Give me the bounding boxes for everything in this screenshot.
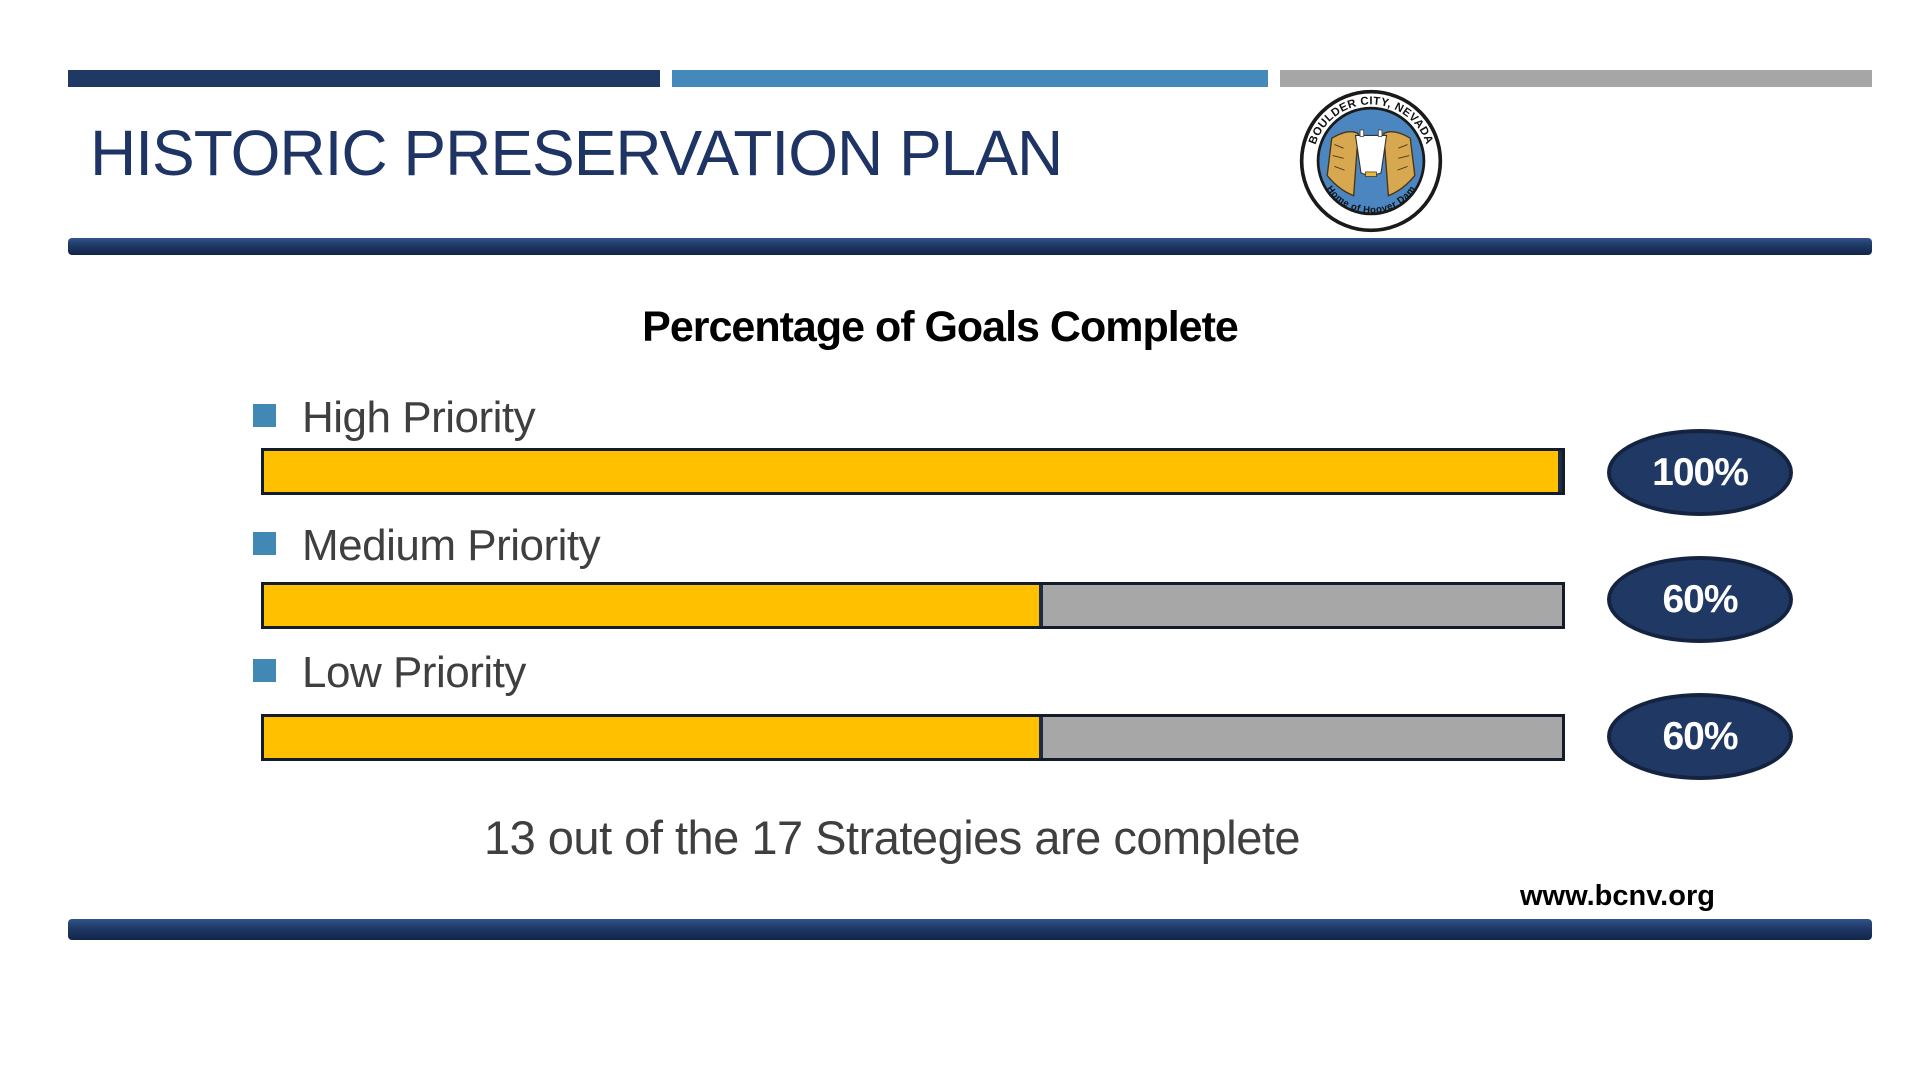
canyon-left bbox=[1326, 131, 1359, 197]
powerplant bbox=[1365, 171, 1377, 177]
category-label-low-priority: Low Priority bbox=[253, 648, 526, 698]
progress-fill bbox=[264, 585, 1043, 626]
category-label-medium-priority: Medium Priority bbox=[253, 521, 601, 571]
category-label-text: Low Priority bbox=[302, 648, 526, 697]
hoover-dam bbox=[1354, 134, 1388, 176]
top-bar-gray bbox=[1280, 70, 1872, 87]
strategies-summary-note: 13 out of the 17 Strategies are complete bbox=[483, 811, 1301, 864]
footer-divider-rule bbox=[68, 919, 1872, 940]
value-badge-high-priority: 100% bbox=[1607, 429, 1793, 516]
progress-bar-medium-priority bbox=[261, 582, 1565, 629]
category-label-high-priority: High Priority bbox=[253, 393, 536, 443]
category-label-text: Medium Priority bbox=[302, 521, 601, 570]
progress-bar-low-priority bbox=[261, 714, 1565, 761]
category-label-text: High Priority bbox=[302, 393, 536, 442]
value-badge-medium-priority: 60% bbox=[1607, 556, 1793, 643]
canyon-right bbox=[1383, 131, 1416, 197]
square-bullet-icon bbox=[253, 658, 276, 682]
top-bar-blue bbox=[672, 70, 1268, 87]
boulder-city-seal-logo: BOULDER CITY, NEVADA Home of Hoover Dam bbox=[1299, 89, 1443, 233]
progress-fill bbox=[264, 717, 1043, 758]
chart-title: Percentage of Goals Complete bbox=[642, 303, 1239, 351]
progress-fill bbox=[264, 451, 1562, 492]
website-url: www.bcnv.org bbox=[1520, 880, 1715, 912]
value-badge-low-priority: 60% bbox=[1607, 693, 1793, 780]
header-divider-rule bbox=[68, 238, 1872, 255]
progress-bar-high-priority bbox=[261, 448, 1565, 495]
square-bullet-icon bbox=[253, 531, 276, 555]
page-title: HISTORIC PRESERVATION PLAN bbox=[90, 117, 1063, 189]
top-bar-navy bbox=[68, 70, 660, 87]
square-bullet-icon bbox=[253, 403, 276, 427]
